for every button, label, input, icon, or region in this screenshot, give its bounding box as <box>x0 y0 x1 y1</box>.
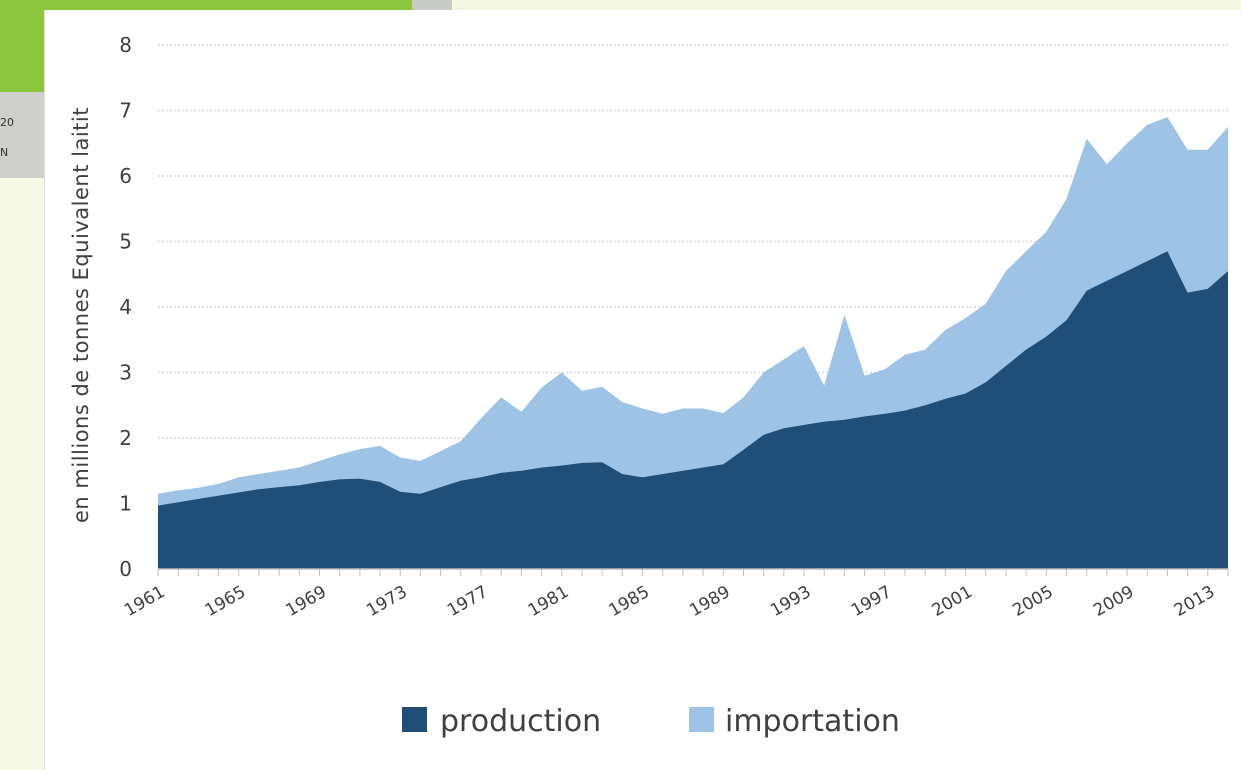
y-tick-label: 6 <box>119 164 132 188</box>
legend: production importation <box>402 704 900 739</box>
x-tick-label: 2009 <box>1090 582 1137 621</box>
y-tick-label: 1 <box>119 492 132 516</box>
background-sidebar-cream <box>0 178 44 770</box>
y-tick-label: 8 <box>119 33 132 57</box>
x-tick-label: 1973 <box>363 582 410 621</box>
x-axis-tick-labels: 1961 1965 1969 1973 1977 1981 1985 1989 1993 1997… <box>121 582 1218 621</box>
legend-label-production: production <box>440 704 601 739</box>
y-tick-label: 3 <box>119 361 132 385</box>
x-tick-label: 1977 <box>444 582 491 621</box>
y-tick-label: 2 <box>119 426 132 450</box>
y-tick-label: 7 <box>119 99 132 123</box>
background-sidebar-gray <box>0 92 44 178</box>
x-axis <box>157 568 1229 576</box>
x-tick-label: 1961 <box>121 582 168 621</box>
y-axis-label: en millions de tonnes Equivalent laitit <box>69 107 93 523</box>
x-tick-label: 1969 <box>283 582 330 621</box>
chart-areas <box>158 117 1228 570</box>
y-tick-label: 4 <box>119 295 132 319</box>
x-tick-label: 1965 <box>202 582 249 621</box>
legend-label-importation: importation <box>725 704 900 739</box>
x-tick-label: 1997 <box>848 582 895 621</box>
x-tick-label: 2013 <box>1171 582 1218 621</box>
x-tick-label: 2001 <box>929 582 976 621</box>
x-tick-label: 1993 <box>767 582 814 621</box>
legend-swatch-importation <box>689 707 714 732</box>
x-tick-label: 2005 <box>1009 582 1056 621</box>
y-tick-label: 5 <box>119 230 132 254</box>
legend-swatch-production <box>402 707 427 732</box>
y-tick-label: 0 <box>119 557 132 581</box>
x-tick-label: 1981 <box>525 582 572 621</box>
series-area-importation <box>158 117 1228 506</box>
series-area-production <box>158 251 1228 570</box>
background-header-tab <box>412 0 452 12</box>
x-tick-label: 1989 <box>686 582 733 621</box>
x-tick-label: 1985 <box>606 582 653 621</box>
background-text-fragment: 20 <box>0 116 14 129</box>
background-text-fragment: N <box>0 146 9 159</box>
background-header-strip <box>452 0 1241 10</box>
y-axis-tick-labels: 0 1 2 3 4 5 6 7 8 <box>119 33 132 581</box>
